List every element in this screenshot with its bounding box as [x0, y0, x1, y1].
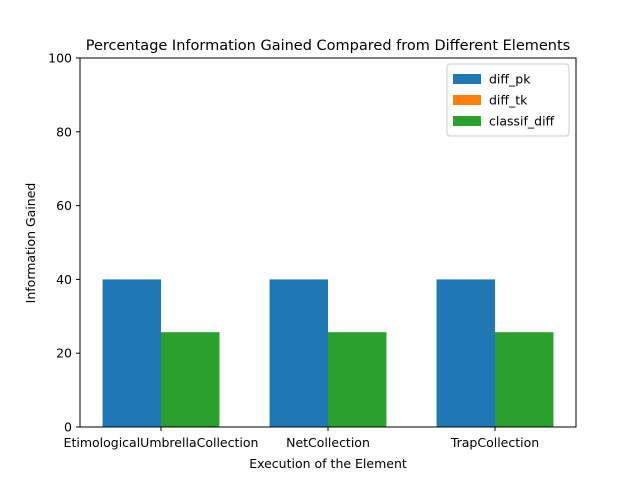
y-tick-label: 80 — [56, 124, 72, 139]
x-tick-label: NetCollection — [286, 435, 370, 450]
bar-diff_pk-0 — [102, 279, 161, 427]
legend-label-diff_tk: diff_tk — [489, 93, 528, 108]
bar-classif_diff-0 — [161, 332, 220, 427]
x-axis-label: Execution of the Element — [249, 456, 407, 471]
legend-swatch-diff_pk — [453, 74, 481, 84]
y-tick-label: 20 — [56, 346, 72, 361]
legend-label-diff_pk: diff_pk — [489, 72, 531, 87]
x-tick-label: EtimologicalUmbrellaCollection — [64, 435, 259, 450]
y-tick-label: 100 — [48, 51, 72, 66]
x-tick-label: TrapCollection — [450, 435, 539, 450]
y-tick-label: 40 — [56, 272, 72, 287]
legend-swatch-diff_tk — [453, 95, 481, 105]
bars-layer — [102, 279, 554, 427]
chart-title: Percentage Information Gained Compared f… — [86, 38, 570, 54]
plot-frame — [79, 57, 577, 428]
y-tick-label: 0 — [64, 420, 72, 435]
legend: diff_pk diff_tk classif_diff — [446, 63, 570, 137]
y-axis-label: Information Gained — [23, 183, 38, 304]
bar-diff_pk-1 — [269, 279, 328, 427]
y-tick-label: 60 — [56, 198, 72, 213]
legend-label-classif_diff: classif_diff — [489, 114, 555, 129]
x-axis-ticks: EtimologicalUmbrellaCollection NetCollect… — [64, 427, 539, 450]
bar-classif_diff-1 — [328, 332, 387, 427]
y-axis-ticks: 0 20 40 60 80 100 — [48, 51, 80, 435]
legend-swatch-classif_diff — [453, 116, 481, 126]
bar-classif_diff-2 — [495, 332, 554, 427]
bar-diff_pk-2 — [436, 279, 495, 427]
